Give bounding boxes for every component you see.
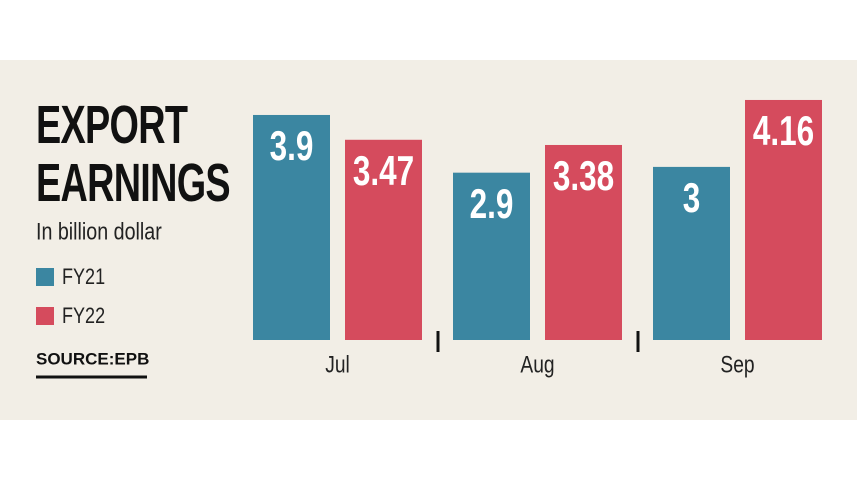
bar [453,172,530,340]
legend-swatch [36,268,54,286]
bar [545,144,622,340]
bar [745,99,822,340]
legend-label: FY22 [62,304,105,328]
bar [253,114,330,340]
value-label: 4.16 [753,107,814,155]
bar [345,139,422,340]
value-label: 3.9 [270,122,314,170]
source: SOURCE:EPB [36,349,149,368]
value-label: 3.38 [553,152,614,200]
x-tick-label: Sep [720,350,754,378]
x-tick-label: Jul [325,350,350,378]
subtitle: In billion dollar [36,217,162,244]
value-label: 3.47 [353,146,414,194]
value-label: 2.9 [470,179,514,227]
legend-swatch [36,307,54,325]
chart-title: EXPORT EARNINGS [36,95,231,213]
legend-label: FY21 [62,265,105,289]
value-label: 3 [683,174,701,222]
x-tick-label: Aug [520,350,554,378]
bar [653,166,730,340]
